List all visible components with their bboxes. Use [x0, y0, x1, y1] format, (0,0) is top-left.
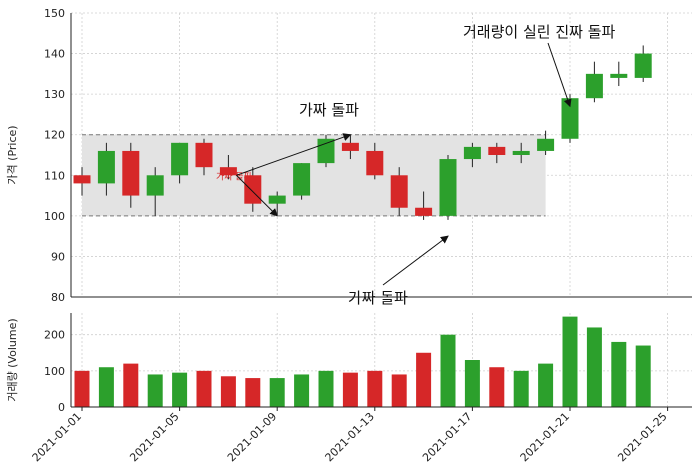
price-ytick-label: 150 — [44, 7, 65, 20]
candle-up — [317, 138, 335, 164]
volume-bar — [74, 370, 90, 407]
volume-ytick-label: 0 — [58, 401, 65, 414]
volume-bar — [196, 370, 212, 407]
volume-bar — [294, 374, 310, 407]
candle-down — [73, 175, 91, 184]
candle-up — [439, 159, 457, 216]
x-tick-label: 2021-01-01 — [30, 410, 84, 463]
volume-bar — [538, 363, 554, 407]
candle-up — [561, 98, 579, 139]
candle-down — [195, 142, 213, 168]
candle-down — [488, 146, 506, 155]
candle-up — [512, 150, 530, 155]
inline-fake-breakout-label: 가짜 돌파 — [216, 171, 253, 182]
volume-bar — [513, 370, 529, 407]
x-tick-label: 2021-01-09 — [225, 410, 279, 463]
candle-down — [244, 175, 262, 204]
candle-up — [463, 146, 481, 160]
price-ytick-label: 100 — [44, 210, 65, 223]
annotation-label: 가짜 돌파 — [348, 289, 408, 307]
candle-up — [97, 150, 115, 184]
x-tick-label: 2021-01-21 — [518, 410, 572, 463]
volume-bar — [489, 367, 505, 407]
volume-bar — [464, 360, 480, 407]
candle-up — [293, 163, 311, 196]
x-tick-label: 2021-01-05 — [127, 410, 181, 463]
volume-bar — [245, 378, 261, 407]
candle-down — [415, 207, 433, 216]
price-ytick-label: 90 — [51, 250, 65, 263]
annotation-arrow — [236, 133, 352, 176]
volume-ytick-label: 200 — [44, 329, 65, 342]
volume-bar — [416, 352, 432, 407]
volume-bar — [147, 374, 163, 407]
volume-bar — [562, 316, 578, 407]
candle-up — [634, 53, 652, 78]
volume-bar — [269, 378, 285, 407]
volume-bar — [635, 345, 651, 407]
volume-bar — [172, 372, 188, 407]
volume-bar — [318, 370, 334, 407]
x-tick-label: 2021-01-17 — [420, 410, 474, 463]
annotation-label: 가짜 돌파 — [299, 101, 359, 119]
volume-ytick-label: 100 — [44, 365, 65, 378]
price-ytick-label: 140 — [44, 48, 65, 61]
x-tick-label: 2021-01-25 — [615, 410, 669, 463]
volume-bar — [440, 334, 456, 407]
volume-bar — [367, 370, 383, 407]
volume-bar — [611, 341, 627, 407]
volume-bar — [391, 374, 407, 407]
candle-up — [171, 142, 189, 176]
candle-up — [610, 73, 628, 78]
candle-up — [537, 138, 555, 151]
candle-down — [341, 142, 359, 151]
candle-down — [366, 150, 384, 176]
annotation-arrow — [547, 42, 572, 108]
price-ytick-label: 80 — [51, 291, 65, 304]
candle-down — [390, 175, 408, 208]
price-ytick-label: 120 — [44, 129, 65, 142]
candle-up — [146, 175, 164, 196]
price-axis-label: 가격 (Price) — [6, 125, 19, 184]
candle-up — [585, 73, 603, 99]
volume-bar — [342, 372, 358, 407]
volume-panel: 0 100 200 2021-01-01 2021-01-05 2021-01-09 202… — [6, 313, 692, 463]
volume-bar — [98, 367, 114, 407]
candle-up — [268, 195, 286, 204]
candle-down — [122, 150, 140, 196]
x-tick-label: 2021-01-13 — [323, 410, 377, 463]
price-ytick-label: 110 — [44, 169, 65, 182]
annotation-arrow — [236, 174, 278, 217]
price-ytick-label: 130 — [44, 88, 65, 101]
annotation-label: 거래량이 실린 진짜 돌파 — [463, 23, 616, 41]
volume-axis-label: 거래량 (Volume) — [6, 318, 19, 401]
volume-bar — [220, 376, 236, 407]
volume-bar — [586, 327, 602, 407]
candle-down — [219, 167, 237, 176]
annotation-arrow — [382, 235, 449, 286]
volume-bar — [123, 363, 139, 407]
